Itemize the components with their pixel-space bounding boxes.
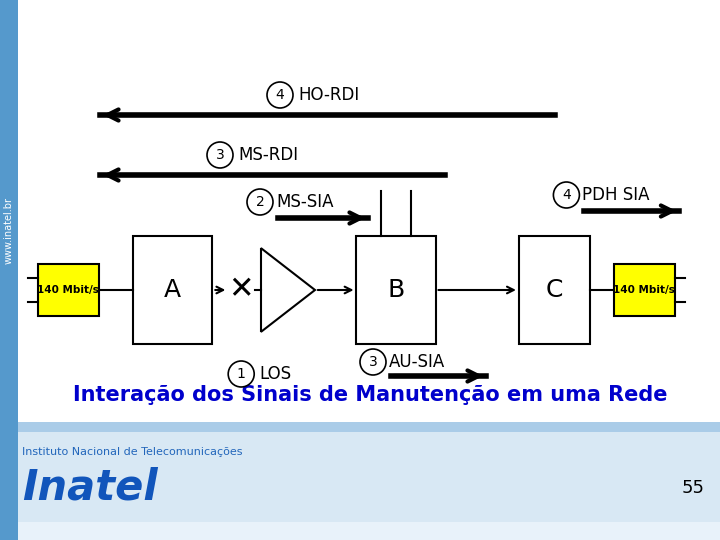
Bar xyxy=(356,236,436,344)
Circle shape xyxy=(267,82,293,108)
Text: 140 Mbit/s: 140 Mbit/s xyxy=(37,285,99,295)
Text: AU-SIA: AU-SIA xyxy=(389,353,445,371)
Circle shape xyxy=(554,182,580,208)
Text: PDH SIA: PDH SIA xyxy=(582,186,650,204)
Bar xyxy=(38,265,99,316)
Bar xyxy=(0,522,720,540)
Text: B: B xyxy=(387,278,405,302)
Text: 1: 1 xyxy=(237,367,246,381)
Circle shape xyxy=(207,142,233,168)
Text: MS-RDI: MS-RDI xyxy=(238,146,298,164)
Text: 2: 2 xyxy=(256,195,264,209)
Text: 4: 4 xyxy=(562,188,571,202)
Bar xyxy=(518,236,590,344)
Text: Interação dos Sinais de Manutenção em uma Rede: Interação dos Sinais de Manutenção em um… xyxy=(73,385,667,405)
Text: www.inatel.br: www.inatel.br xyxy=(4,197,14,264)
Text: 140 Mbit/s: 140 Mbit/s xyxy=(613,285,675,295)
Circle shape xyxy=(247,189,273,215)
Text: 4: 4 xyxy=(276,88,284,102)
Bar xyxy=(133,236,212,344)
Text: Inatel: Inatel xyxy=(22,467,158,509)
Text: ✕: ✕ xyxy=(228,275,254,305)
Bar xyxy=(0,422,720,432)
Text: Instituto Nacional de Telecomunicações: Instituto Nacional de Telecomunicações xyxy=(22,447,243,457)
Bar xyxy=(613,265,675,316)
Text: A: A xyxy=(164,278,181,302)
Bar xyxy=(0,0,18,540)
Polygon shape xyxy=(261,248,315,332)
Text: MS-SIA: MS-SIA xyxy=(276,193,333,211)
Circle shape xyxy=(360,349,386,375)
Text: HO-RDI: HO-RDI xyxy=(298,86,359,104)
Bar xyxy=(0,432,720,540)
Text: 55: 55 xyxy=(682,479,705,497)
Circle shape xyxy=(228,361,254,387)
Text: C: C xyxy=(546,278,563,302)
Text: LOS: LOS xyxy=(259,365,292,383)
Text: 3: 3 xyxy=(369,355,377,369)
Text: 3: 3 xyxy=(215,148,225,162)
